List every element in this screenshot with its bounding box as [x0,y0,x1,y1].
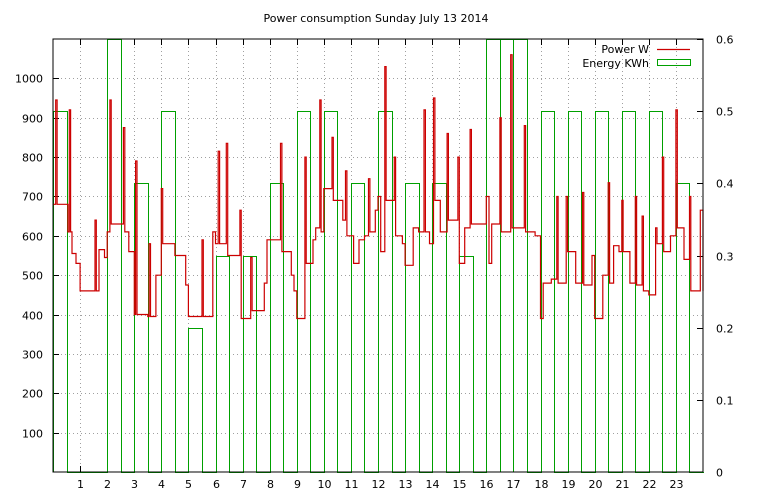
y2-tick-label: 0.5 [716,106,734,119]
y-tick-label: 400 [22,310,43,323]
y2-tick-label: 0.6 [716,34,734,47]
x-tick-label: 8 [267,478,274,491]
y-tick-label: 500 [22,270,43,283]
power-w-line [53,54,704,320]
y2-tick-label: 0.4 [716,178,734,191]
legend-label-energy: Energy KWh [582,57,649,70]
y-tick-label: 700 [22,191,43,204]
y2-tick-label: 0.3 [716,251,734,264]
x-tick-label: 21 [616,478,630,491]
x-tick-label: 9 [294,478,301,491]
power-w-series [53,54,704,320]
y-tick-label: 1000 [15,73,43,86]
x-tick-label: 18 [535,478,549,491]
x-tick-label: 14 [426,478,440,491]
energy-box [459,256,474,472]
energy-box [568,111,582,472]
y-tick-label: 200 [22,388,43,401]
energy-box [188,328,203,472]
y-tick-label: 300 [22,349,43,362]
energy-box [297,111,311,472]
y2-tick-label: 0.2 [716,323,734,336]
x-tick-label: 22 [643,478,657,491]
x-tick-label: 7 [240,478,247,491]
x-tick-label: 11 [345,478,359,491]
chart-title: Power consumption Sunday July 13 2014 [264,12,489,25]
energy-box [595,111,609,472]
energy-box [270,183,284,472]
x-tick-label: 12 [372,478,386,491]
energy-box [541,111,555,472]
legend-sample-energy [657,59,691,66]
axis-ticks: 1 2 3 4 5 6 7 8 9 10 11 12 13 14 15 16 17 18 19 20 21 22 23100… [15,34,734,492]
x-tick-label: 19 [562,478,576,491]
x-tick-label: 17 [507,478,521,491]
x-tick-label: 23 [670,478,684,491]
x-tick-label: 16 [480,478,494,491]
y2-tick-label: 0.1 [716,395,734,408]
energy-box [324,111,338,472]
y2-tick-label: 0 [716,467,723,480]
energy-box [676,183,690,472]
legend-label-power: Power W [601,43,649,56]
y-tick-label: 800 [22,152,43,165]
energy-box [513,39,528,472]
x-tick-label: 6 [213,478,220,491]
x-tick-label: 1 [77,478,84,491]
y-tick-label: 600 [22,231,43,244]
energy-box [161,111,176,472]
x-tick-label: 10 [318,478,332,491]
energy-box [405,183,420,472]
x-tick-label: 3 [131,478,138,491]
energy-box [216,256,230,472]
x-tick-label: 5 [185,478,192,491]
energy-box [649,111,663,472]
x-tick-label: 15 [453,478,467,491]
x-tick-label: 20 [589,478,603,491]
energy-box [243,256,257,472]
y-tick-label: 900 [22,113,43,126]
energy-box [432,183,447,472]
energy-box [622,111,636,472]
energy-box [351,183,365,472]
x-tick-label: 2 [104,478,111,491]
x-tick-label: 13 [399,478,413,491]
plot-frame [52,38,704,473]
energy-box [134,183,149,472]
x-tick-label: 4 [158,478,165,491]
y-tick-label: 100 [22,428,43,441]
